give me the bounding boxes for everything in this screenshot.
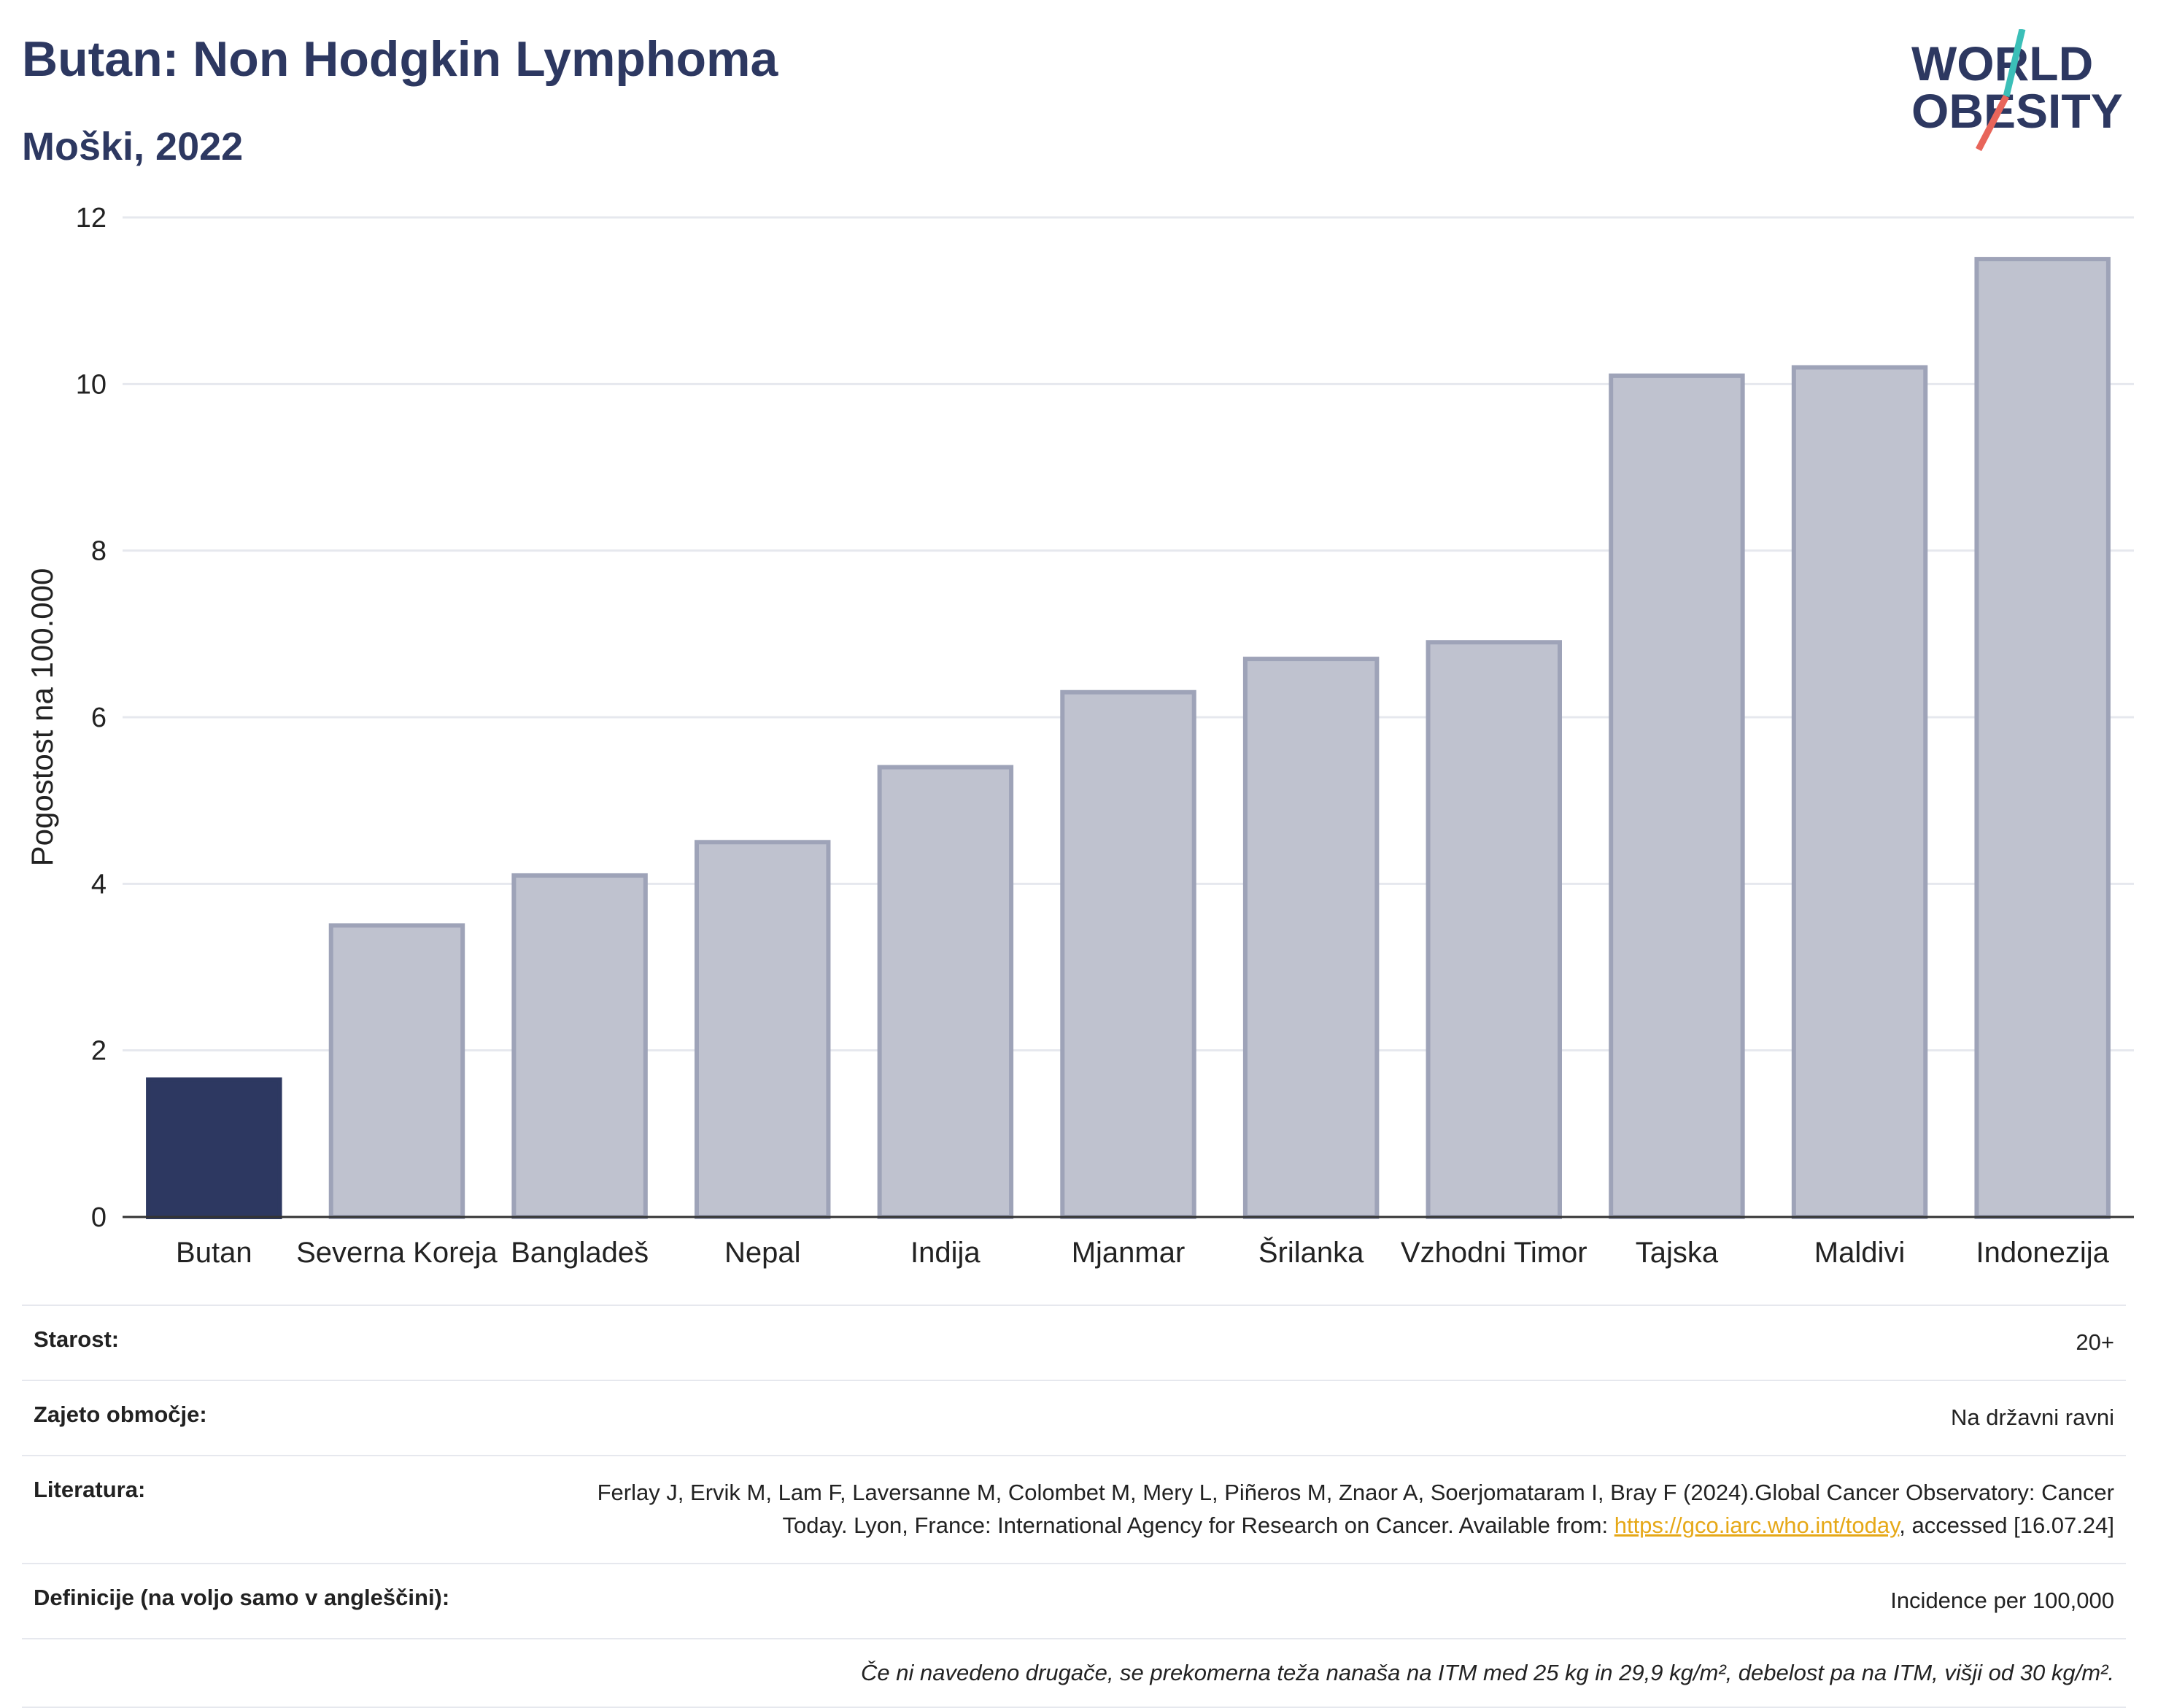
logo-word-world: WORLD: [1911, 36, 2093, 90]
age-label: Starost:: [34, 1326, 120, 1352]
info-row-definitions: Definicije (na voljo samo v angleščini):…: [22, 1562, 2126, 1638]
x-tick-label: Bangladeš: [511, 1237, 649, 1269]
page-subtitle: Moški, 2022: [22, 125, 244, 169]
y-tick-label: 2: [91, 1036, 107, 1067]
bar-šrilanka[interactable]: [1242, 657, 1380, 1219]
bar-bangladeš[interactable]: [511, 873, 648, 1220]
logo-word-obesity: OBESITY: [1911, 84, 2123, 138]
bar-indija[interactable]: [877, 765, 1014, 1219]
x-tick-label: Indija: [910, 1237, 981, 1269]
reference-value: Ferlay J, Ervik M, Lam F, Laversanne M, …: [546, 1477, 2114, 1542]
logo-slash-teal: [2003, 29, 2026, 98]
age-value: 20+: [2076, 1329, 2114, 1355]
page-title: Butan: Non Hodgkin Lymphoma: [22, 31, 778, 87]
obesity-note: Če ni navedeno drugače, se prekomerna te…: [861, 1659, 2114, 1685]
logo-slash-red: [1976, 94, 2009, 152]
bar-butan[interactable]: [146, 1077, 282, 1219]
y-tick-label: 0: [91, 1202, 107, 1233]
definitions-label: Definicije (na voljo samo v angleščini):: [34, 1584, 450, 1610]
reference-text: Ferlay J, Ervik M, Lam F, Laversanne M, …: [597, 1479, 2114, 1538]
x-tick-label: Mjanmar: [1072, 1237, 1186, 1269]
bar-maldivi[interactable]: [1791, 365, 1928, 1219]
bar-severna-koreja[interactable]: [328, 923, 465, 1220]
info-row-age: Starost: 20+: [22, 1305, 2126, 1380]
bar-tajska[interactable]: [1609, 373, 1745, 1220]
y-tick-label: 6: [91, 703, 107, 733]
coverage-value: Na državni ravni: [1951, 1404, 2114, 1430]
bar-vzhodni-timor[interactable]: [1426, 640, 1563, 1219]
reference-accessed: , accessed [16.07.24]: [1899, 1512, 2114, 1538]
y-tick-label: 8: [91, 536, 107, 567]
y-tick-label: 12: [76, 203, 107, 233]
info-table: Starost: 20+ Zajeto območje: Na državni …: [22, 1305, 2126, 1708]
x-tick-label: Butan: [176, 1237, 252, 1269]
definitions-value: Incidence per 100,000: [1890, 1587, 2114, 1613]
bar-mjanmar[interactable]: [1060, 689, 1196, 1219]
x-tick-label: Indonezija: [1976, 1237, 2109, 1269]
coverage-label: Zajeto območje:: [34, 1401, 207, 1427]
y-axis-title: Pogostost na 100.000: [25, 568, 59, 867]
reference-link[interactable]: https://gco.iarc.who.int/today: [1614, 1512, 1900, 1538]
x-tick-label: Šrilanka: [1258, 1236, 1364, 1269]
world-obesity-logo: WORLD OBESITY: [1911, 29, 2123, 152]
bar-nepal[interactable]: [694, 840, 831, 1219]
bar-chart: 0 2 4 6 8 10 12 Butan Severna Koreja Bangladeš Nep…: [25, 203, 2134, 1269]
x-tick-label: Vzhodni Timor: [1401, 1237, 1587, 1269]
x-tick-label: Severna Koreja: [296, 1237, 498, 1269]
reference-label: Literatura:: [34, 1476, 146, 1502]
y-tick-label: 10: [76, 369, 107, 400]
x-tick-label: Maldivi: [1814, 1237, 1905, 1269]
bar-indonezija[interactable]: [1974, 257, 2111, 1219]
info-row-reference: Literatura: Ferlay J, Ervik M, Lam F, La…: [22, 1454, 2126, 1563]
x-tick-label: Nepal: [724, 1237, 801, 1269]
y-tick-label: 4: [91, 869, 107, 900]
x-tick-label: Tajska: [1636, 1237, 1719, 1269]
info-row-note: Če ni navedeno drugače, se prekomerna te…: [22, 1637, 2126, 1708]
info-row-coverage: Zajeto območje: Na državni ravni: [22, 1379, 2126, 1455]
